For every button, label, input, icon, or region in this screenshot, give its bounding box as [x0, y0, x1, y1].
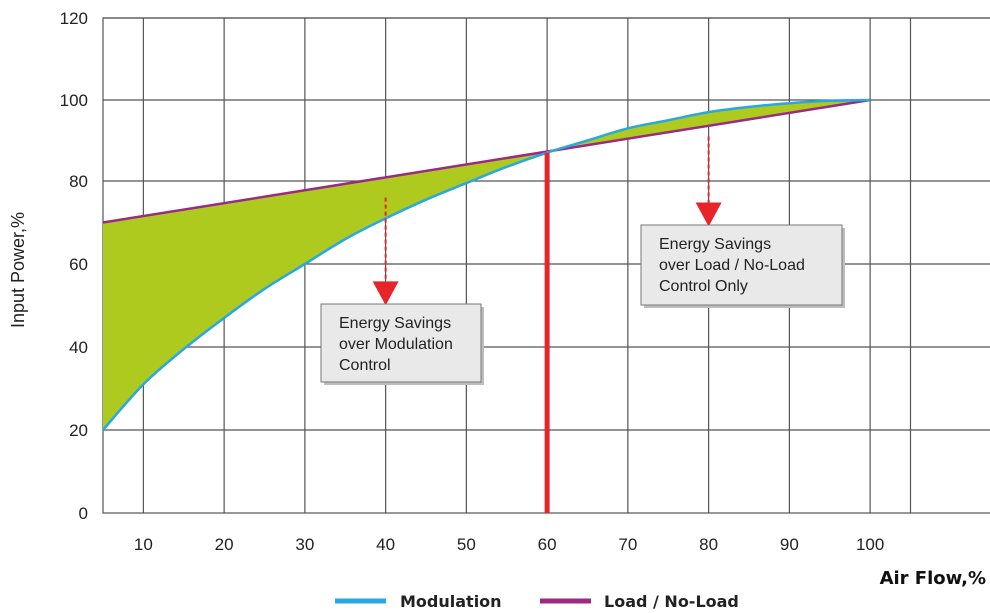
annotation-text: over Load / No-Load: [659, 257, 805, 274]
x-tick-label: 20: [215, 535, 234, 554]
tick-labels: 10 20 30 40 50 60 70 80 90 100 0 20 40 60 80 100 120: [60, 9, 885, 554]
x-tick-label: 100: [856, 535, 884, 554]
y-tick-label: 60: [69, 255, 88, 274]
y-tick-label: 0: [79, 504, 88, 523]
series-lines: [102, 98, 871, 431]
x-tick-label: 70: [618, 535, 637, 554]
legend-label: Load / No-Load: [604, 592, 739, 611]
savings-area: [103, 100, 871, 430]
x-axis-title: Air Flow,%: [880, 568, 986, 589]
annotation-text: Control: [339, 357, 391, 374]
y-tick-label: 20: [69, 421, 88, 440]
annotation-arrow-head: [695, 202, 722, 227]
annotation-box: [320, 303, 482, 383]
annotation-text: Energy Savings: [339, 315, 451, 332]
x-tick-label: 40: [376, 535, 395, 554]
y-tick-label: 100: [60, 91, 88, 110]
y-tick-label: 80: [69, 172, 88, 191]
annotation-text: Energy Savings: [659, 236, 771, 253]
y-axis-title: Input Power,%: [8, 212, 28, 328]
annotation-text: Control Only: [659, 278, 748, 295]
x-tick-label: 30: [295, 535, 314, 554]
load-no-load-line: [102, 98, 871, 224]
modulation-line: [102, 98, 871, 431]
y-tick-label: 40: [69, 338, 88, 357]
legend: Modulation Load / No-Load: [335, 592, 739, 611]
annotation-text: over Modulation: [339, 336, 453, 353]
legend-label: Modulation: [400, 592, 502, 611]
x-tick-label: 10: [134, 535, 153, 554]
x-tick-label: 50: [457, 535, 476, 554]
annotation-box: [640, 224, 843, 306]
annotation-arrow-head: [372, 281, 399, 306]
savings-fill: [103, 100, 871, 430]
y-tick-label: 120: [60, 9, 88, 28]
x-tick-label: 90: [780, 535, 799, 554]
x-tick-label: 60: [538, 535, 557, 554]
annotations: Energy Savings over Modulation Control Ener…: [320, 136, 845, 385]
x-tick-label: 80: [699, 535, 718, 554]
